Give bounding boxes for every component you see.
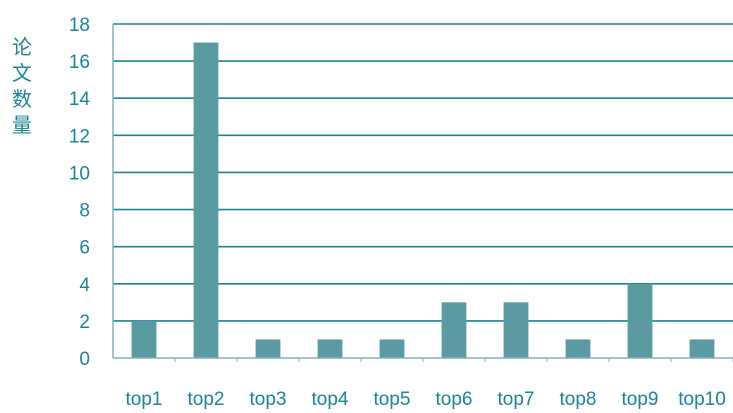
bar-top1 — [131, 320, 157, 358]
bar-top6 — [441, 302, 467, 358]
x-tick-labels: top1 top2 top3 top4 top5 top6 top7 top8 top9 top1… — [126, 389, 726, 410]
y-tick-label: 12 — [69, 126, 90, 147]
y-tick-label: 2 — [79, 312, 90, 333]
x-tick-label: top1 — [126, 389, 163, 409]
y-tick-label: 0 — [79, 349, 90, 370]
axes — [112, 24, 733, 362]
y-tick-label: 18 — [69, 15, 90, 36]
y-tick-label: 16 — [69, 52, 90, 73]
x-tick-label: top8 — [560, 389, 597, 409]
x-tick-label: top2 — [188, 389, 225, 409]
y-tick-label: 6 — [79, 238, 90, 259]
x-tick-label: top5 — [374, 389, 411, 409]
x-tick-label: top10 — [678, 389, 726, 409]
x-tick-label: top3 — [250, 389, 287, 409]
bars — [131, 42, 715, 359]
x-tick-label: top6 — [436, 389, 473, 409]
x-tick-label: top4 — [312, 389, 349, 409]
y-tick-label: 4 — [79, 275, 90, 296]
y-tick-label: 8 — [79, 201, 90, 222]
bar-top10 — [689, 339, 715, 358]
bar-top2 — [193, 42, 219, 359]
bar-top3 — [255, 339, 281, 358]
bar-top8 — [565, 339, 591, 358]
y-tick-labels: 0 2 4 6 8 10 12 14 16 18 — [69, 15, 91, 370]
y-tick-label: 14 — [69, 89, 91, 110]
bar-top7 — [503, 302, 529, 358]
bar-top9 — [627, 283, 653, 358]
x-tick-label: top7 — [498, 389, 535, 409]
x-tick-label: top9 — [622, 389, 659, 409]
y-tick-label: 10 — [69, 163, 90, 184]
y-axis-label: 论文数量 — [12, 35, 32, 137]
bar-top4 — [317, 339, 343, 358]
bar-top5 — [379, 339, 405, 358]
